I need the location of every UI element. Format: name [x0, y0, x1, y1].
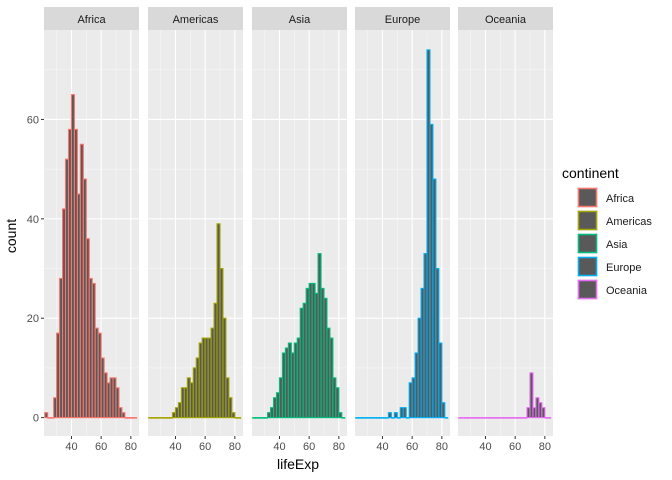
histogram-bar — [335, 387, 340, 419]
histogram-bar — [547, 417, 552, 419]
x-tick-label: 40 — [169, 441, 181, 453]
legend-item-africa: Africa — [577, 187, 635, 208]
legend-swatch — [577, 210, 598, 231]
y-tick-label: 60 — [27, 114, 39, 126]
panel-background — [458, 30, 553, 436]
y-tick-label: 20 — [27, 313, 39, 325]
histogram-bar — [402, 407, 407, 419]
facet-strip — [355, 7, 450, 30]
histogram-bar — [438, 342, 443, 419]
histogram-bar — [541, 407, 546, 419]
facet-strip-label: Oceania — [485, 14, 527, 26]
facet-panel-africa: Africa 40 60 80 — [44, 7, 139, 453]
facet-strip-label: Asia — [289, 14, 311, 26]
facet-strip — [252, 7, 347, 30]
x-tick-label: 60 — [95, 441, 107, 453]
legend-item-europe: Europe — [577, 256, 641, 277]
facet-strip-label: Americas — [173, 14, 219, 26]
x-axis-ticks: 40 60 80 — [273, 436, 345, 453]
legend-label: Oceania — [606, 285, 648, 297]
x-tick-label: 80 — [229, 441, 241, 453]
x-axis-ticks: 40 60 80 — [479, 436, 551, 453]
histogram-bars — [252, 253, 346, 419]
histogram-bar — [441, 402, 446, 419]
facet-strip — [148, 7, 243, 30]
x-axis-ticks: 40 60 80 — [65, 436, 137, 453]
x-tick-label: 60 — [509, 441, 521, 453]
legend-label: Europe — [606, 262, 641, 274]
histogram-bars — [148, 223, 242, 419]
histogram-bars — [458, 372, 552, 419]
facet-strip — [458, 7, 553, 30]
histogram-bar — [341, 417, 346, 419]
x-tick-label: 60 — [303, 441, 315, 453]
legend-swatch — [577, 233, 598, 254]
x-tick-label: 40 — [65, 441, 77, 453]
legend-swatch — [577, 256, 598, 277]
histogram-bar — [393, 412, 398, 419]
x-tick-label: 80 — [125, 441, 137, 453]
histogram-bar — [231, 412, 236, 419]
legend-item-americas: Americas — [577, 210, 652, 231]
x-axis-label: lifeExp — [277, 456, 319, 472]
histogram-bar — [444, 417, 449, 419]
legend-item-asia: Asia — [577, 233, 628, 254]
histogram-bar — [133, 417, 138, 419]
x-tick-label: 60 — [406, 441, 418, 453]
y-tick-label: 40 — [27, 214, 39, 226]
y-axis-label: count — [3, 219, 19, 253]
histogram-bar — [44, 412, 49, 419]
facet-panel-americas: Americas 40 60 80 — [148, 7, 243, 453]
facet-strip — [44, 7, 139, 30]
x-axis-ticks: 40 60 80 — [376, 436, 448, 453]
x-tick-label: 40 — [376, 441, 388, 453]
histogram-bar — [222, 317, 227, 419]
legend-swatch — [577, 279, 598, 300]
x-tick-label: 80 — [436, 441, 448, 453]
legend-items: Africa Americas Asia Europe Oceania — [577, 187, 652, 300]
histogram-bar — [338, 412, 343, 419]
histogram-bar — [387, 412, 392, 419]
legend-label: Asia — [606, 239, 628, 251]
legend-label: Americas — [606, 216, 652, 228]
histogram-bars — [355, 49, 449, 419]
facet-strip-label: Africa — [77, 14, 106, 26]
x-tick-label: 80 — [539, 441, 551, 453]
legend-label: Africa — [606, 193, 635, 205]
x-tick-label: 40 — [479, 441, 491, 453]
x-axis-ticks: 40 60 80 — [169, 436, 241, 453]
x-tick-label: 60 — [199, 441, 211, 453]
y-tick-label: 0 — [33, 413, 39, 425]
histogram-bar — [237, 417, 242, 419]
legend: continent Africa Americas Asia Europe Oceani… — [562, 165, 652, 300]
gridlines — [458, 30, 553, 436]
x-tick-label: 80 — [333, 441, 345, 453]
histogram-bar — [228, 397, 233, 419]
y-axis-ticks: 0 20 40 60 — [27, 114, 44, 425]
histogram-bar — [115, 387, 120, 419]
legend-item-oceania: Oceania — [577, 279, 648, 300]
histogram-bar — [121, 412, 126, 419]
legend-swatch — [577, 187, 598, 208]
facet-strip-label: Europe — [385, 14, 420, 26]
facet-panel-oceania: Oceania 40 60 80 — [458, 7, 553, 453]
legend-title: continent — [562, 165, 619, 181]
x-tick-label: 40 — [273, 441, 285, 453]
facet-panel-europe: Europe 40 60 80 — [355, 7, 450, 453]
histogram-bar — [529, 372, 534, 419]
histogram-bars — [44, 94, 138, 419]
facet-panel-asia: Asia 40 60 80 — [252, 7, 347, 453]
